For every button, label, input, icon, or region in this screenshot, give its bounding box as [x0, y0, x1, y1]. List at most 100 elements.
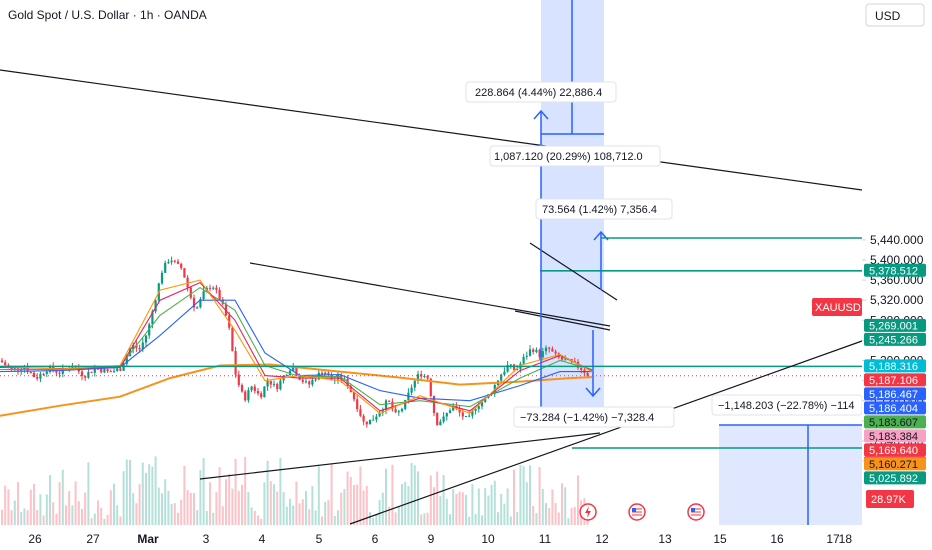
volume-bar — [122, 471, 125, 525]
volume-bar — [36, 510, 39, 525]
candle — [263, 386, 266, 398]
moving-average-line — [0, 281, 593, 412]
volume-bar — [429, 475, 432, 525]
volume-bar — [52, 502, 55, 525]
flash-icon[interactable] — [579, 503, 597, 521]
volume-bar — [61, 469, 64, 525]
volume-bar — [484, 487, 487, 525]
candle — [327, 371, 330, 375]
volume-bar — [1, 509, 3, 525]
volume-bar — [356, 484, 359, 525]
volume-bar — [324, 501, 327, 525]
trend-line-upper[interactable] — [0, 69, 863, 191]
volume-bar — [529, 465, 531, 525]
price-tag: 5,183.607 — [864, 415, 926, 429]
volume-bar — [209, 482, 211, 525]
candle — [580, 367, 583, 374]
volume-bar — [381, 492, 384, 525]
volume-bar — [535, 513, 538, 525]
volume-bar — [423, 513, 426, 525]
volume-bar — [241, 484, 243, 525]
volume-bar — [397, 506, 400, 525]
volume-bar — [42, 515, 45, 525]
price-axis[interactable]: USD 5,000.0005,040.0005,080.0005,120.000… — [862, 0, 932, 550]
candle — [106, 368, 109, 374]
candle — [301, 376, 304, 384]
candle — [231, 325, 234, 352]
candle — [541, 347, 544, 361]
short-measure-box[interactable] — [719, 425, 862, 525]
trend-line-lower-left[interactable] — [199, 432, 601, 480]
measure-label-box-3 — [535, 198, 673, 220]
volume-bar — [93, 513, 96, 525]
trend-line-mid[interactable] — [249, 262, 611, 327]
candle — [128, 347, 132, 357]
volume-bar — [4, 485, 7, 525]
down-arrow-head — [585, 387, 601, 398]
trend-lines — [0, 69, 863, 525]
measure-label-2: 1,087.120 (20.29%) 108,712.0 — [494, 151, 643, 163]
volume-bar — [385, 468, 387, 525]
long-arrow-head — [533, 109, 549, 120]
volume-bar — [439, 496, 442, 525]
currency-button[interactable] — [865, 3, 925, 27]
candle — [336, 371, 340, 384]
candle — [170, 256, 173, 265]
volume-bar — [129, 459, 131, 525]
triangle-top-line[interactable] — [529, 242, 618, 301]
price-tag: 5,378.512 — [864, 263, 926, 277]
volume-bar — [317, 466, 320, 525]
volume-bar — [196, 510, 199, 525]
svg-text:5,378.512: 5,378.512 — [869, 265, 918, 277]
volume-bar — [503, 503, 506, 525]
volume-bar — [420, 514, 423, 525]
candle — [180, 262, 183, 270]
us-flag-icon-2[interactable] — [687, 503, 705, 521]
volume-bar — [33, 483, 35, 525]
volume-bar — [413, 465, 416, 525]
volume-bar — [506, 488, 509, 525]
candle — [391, 398, 394, 412]
volume-bar — [545, 503, 547, 525]
volume-bar — [49, 475, 51, 525]
volume-bar — [260, 518, 263, 525]
volume-bar — [199, 470, 202, 525]
volume-bar — [353, 484, 355, 525]
us-flag-icon[interactable] — [628, 503, 646, 521]
candle — [103, 368, 106, 374]
time-tick-label: 12 — [595, 532, 609, 546]
volume-bar — [106, 514, 109, 525]
candle — [352, 391, 356, 402]
triangle-bottom-line[interactable] — [514, 310, 611, 331]
volume-bar — [180, 499, 183, 525]
candle — [192, 294, 196, 312]
volume-bar — [449, 514, 451, 525]
volume-bar — [321, 516, 323, 525]
candle — [362, 414, 365, 426]
volume-bar — [295, 481, 298, 525]
volume-bar — [340, 492, 343, 525]
volume-bar — [378, 500, 381, 525]
volume-bar — [289, 498, 291, 525]
volume-bar — [74, 481, 77, 525]
volume-bar — [445, 498, 448, 525]
candle — [378, 410, 381, 417]
candle — [173, 259, 176, 264]
volume-bar — [279, 457, 282, 525]
candle — [144, 335, 148, 347]
volume-bar — [477, 488, 480, 525]
measure-labels: 228.864 (4.44%) 22,886.4 1,087.120 (20.2… — [465, 81, 863, 428]
trend-line-lower-right[interactable] — [349, 340, 863, 525]
candle — [416, 370, 420, 384]
volume-bar — [285, 506, 288, 525]
volume-bars — [1, 456, 589, 525]
volume-bar — [193, 492, 195, 525]
volume-bar — [311, 486, 314, 525]
moving-average-line — [0, 299, 592, 402]
moving-average-line — [0, 363, 593, 417]
volume-bar — [493, 480, 496, 525]
volume-bar — [39, 494, 42, 525]
measure-label-5: −1,148.203 (−22.78%) −114 — [718, 400, 855, 412]
